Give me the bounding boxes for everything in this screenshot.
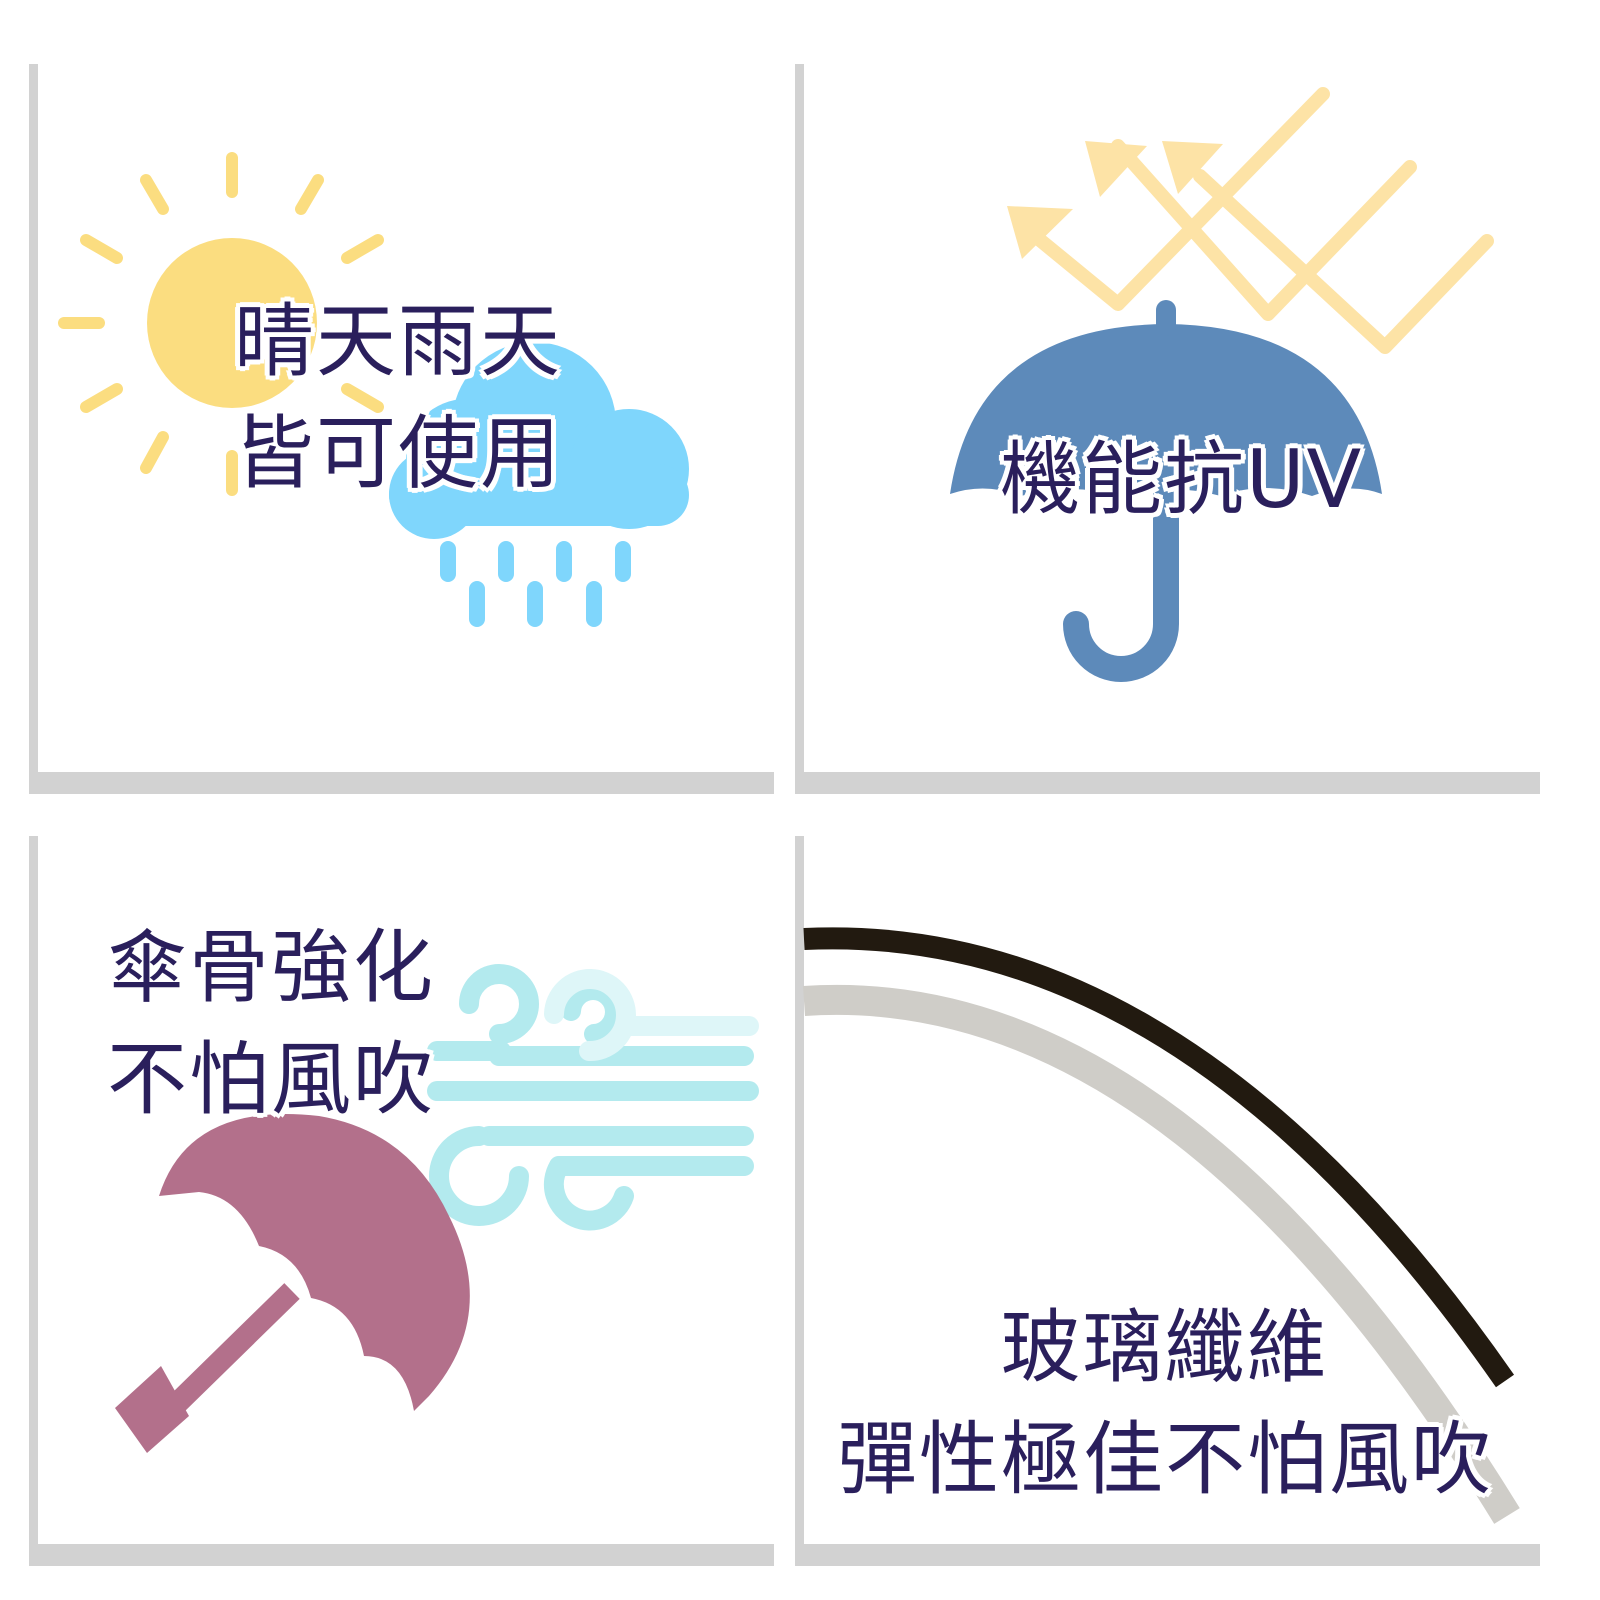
rain-icon bbox=[440, 541, 631, 627]
caption-line: 傘骨強化 bbox=[107, 921, 435, 1014]
cloud-icon bbox=[389, 342, 689, 539]
umbrella-uv-icon bbox=[950, 87, 1494, 682]
caption-line: 玻璃纖維 bbox=[1000, 1301, 1329, 1394]
wind-icon bbox=[427, 964, 759, 1231]
umbrella-icon bbox=[950, 300, 1382, 682]
caption-line: 皆可使用 bbox=[234, 407, 562, 500]
panel-edge bbox=[795, 64, 804, 794]
panel-edge bbox=[795, 1544, 1540, 1566]
sun-icon bbox=[58, 152, 384, 496]
panel-edge bbox=[29, 836, 38, 1566]
panel-edge bbox=[29, 1544, 774, 1566]
feature-caption: 玻璃纖維 彈性極佳不怕風吹 bbox=[837, 1292, 1492, 1516]
curved-rib-icon bbox=[803, 927, 1520, 1524]
uv-rays-icon bbox=[1033, 87, 1494, 354]
feature-panel-ribs: 傘骨強化 不怕風吹 bbox=[29, 836, 774, 1566]
caption-line: 機能抗UV bbox=[1000, 433, 1364, 526]
feature-panel-uv: 機能抗UV bbox=[795, 64, 1540, 794]
uv-arrowheads-icon bbox=[1007, 141, 1223, 259]
caption-line: 晴天雨天 bbox=[234, 295, 562, 388]
caption-line: 彈性極佳不怕風吹 bbox=[837, 1413, 1493, 1506]
feature-caption: 晴天雨天 皆可使用 bbox=[234, 286, 562, 510]
feature-panel-weather: 晴天雨天 皆可使用 bbox=[29, 64, 774, 794]
panel-edge bbox=[795, 836, 804, 1566]
sun-cloud-rain-icon bbox=[58, 152, 689, 627]
feature-panel-fiberglass: 玻璃纖維 彈性極佳不怕風吹 bbox=[795, 836, 1540, 1566]
caption-line: 不怕風吹 bbox=[107, 1033, 435, 1126]
feature-caption: 機能抗UV bbox=[1000, 424, 1363, 536]
umbrella-wind-icon bbox=[115, 964, 759, 1453]
panel-edge bbox=[29, 64, 38, 794]
umbrella-icon bbox=[115, 1113, 470, 1453]
panel-edge bbox=[795, 772, 1540, 794]
feature-caption: 傘骨強化 不怕風吹 bbox=[107, 912, 435, 1136]
panel-edge bbox=[29, 772, 774, 794]
